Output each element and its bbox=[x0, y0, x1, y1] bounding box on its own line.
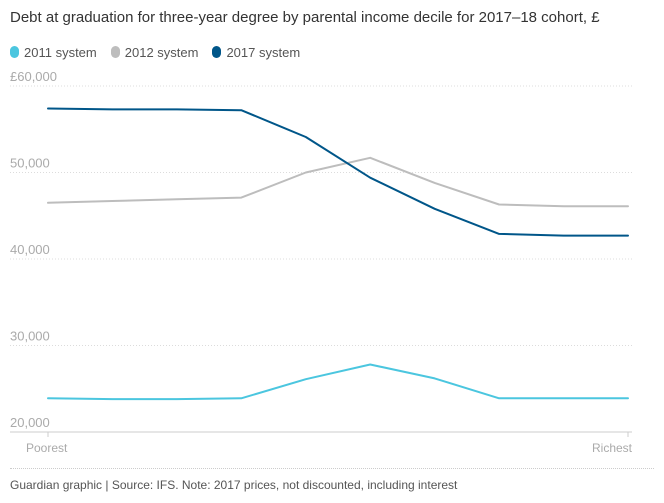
series-line-2011-system bbox=[47, 363, 629, 401]
legend-item-2012: 2012 system bbox=[110, 44, 199, 60]
legend-label-2012: 2012 system bbox=[124, 44, 199, 60]
y-tick-label-3: 50,000 bbox=[10, 156, 50, 171]
chart-legend: 2011 system 2012 system 2017 system bbox=[10, 42, 314, 62]
y-tick-label-0: 20,000 bbox=[10, 415, 50, 430]
legend-item-2011: 2011 system bbox=[10, 45, 97, 60]
chart-title: Debt at graduation for three-year degree… bbox=[10, 9, 600, 26]
y-tick-label-1: 30,000 bbox=[10, 329, 50, 344]
series-line-2012-system bbox=[47, 156, 629, 208]
series-line-2017-system bbox=[47, 107, 629, 237]
legend-swatch-2017 bbox=[212, 46, 222, 58]
legend-label-2011: 2011 system bbox=[24, 44, 97, 60]
y-tick-label-4: £60,000 bbox=[10, 69, 57, 84]
series-lines bbox=[47, 107, 629, 401]
x-axis-ticks: Poorest Richest bbox=[26, 432, 633, 455]
y-tick-label-2: 40,000 bbox=[10, 242, 50, 257]
footer-divider bbox=[10, 468, 654, 469]
x-tick-label-0: Poorest bbox=[26, 441, 68, 455]
legend-swatch-2012 bbox=[110, 46, 120, 58]
legend-item-2017: 2017 system bbox=[212, 45, 300, 60]
y-axis-ticks: 20,000 30,000 40,000 50,000 £60,000 bbox=[10, 69, 57, 430]
x-tick-label-1: Richest bbox=[592, 441, 633, 455]
legend-swatch-2011 bbox=[10, 46, 19, 58]
legend-label-2017: 2017 system bbox=[226, 44, 301, 60]
source-note: Guardian graphic | Source: IFS. Note: 20… bbox=[10, 478, 458, 492]
gridlines bbox=[10, 85, 632, 433]
